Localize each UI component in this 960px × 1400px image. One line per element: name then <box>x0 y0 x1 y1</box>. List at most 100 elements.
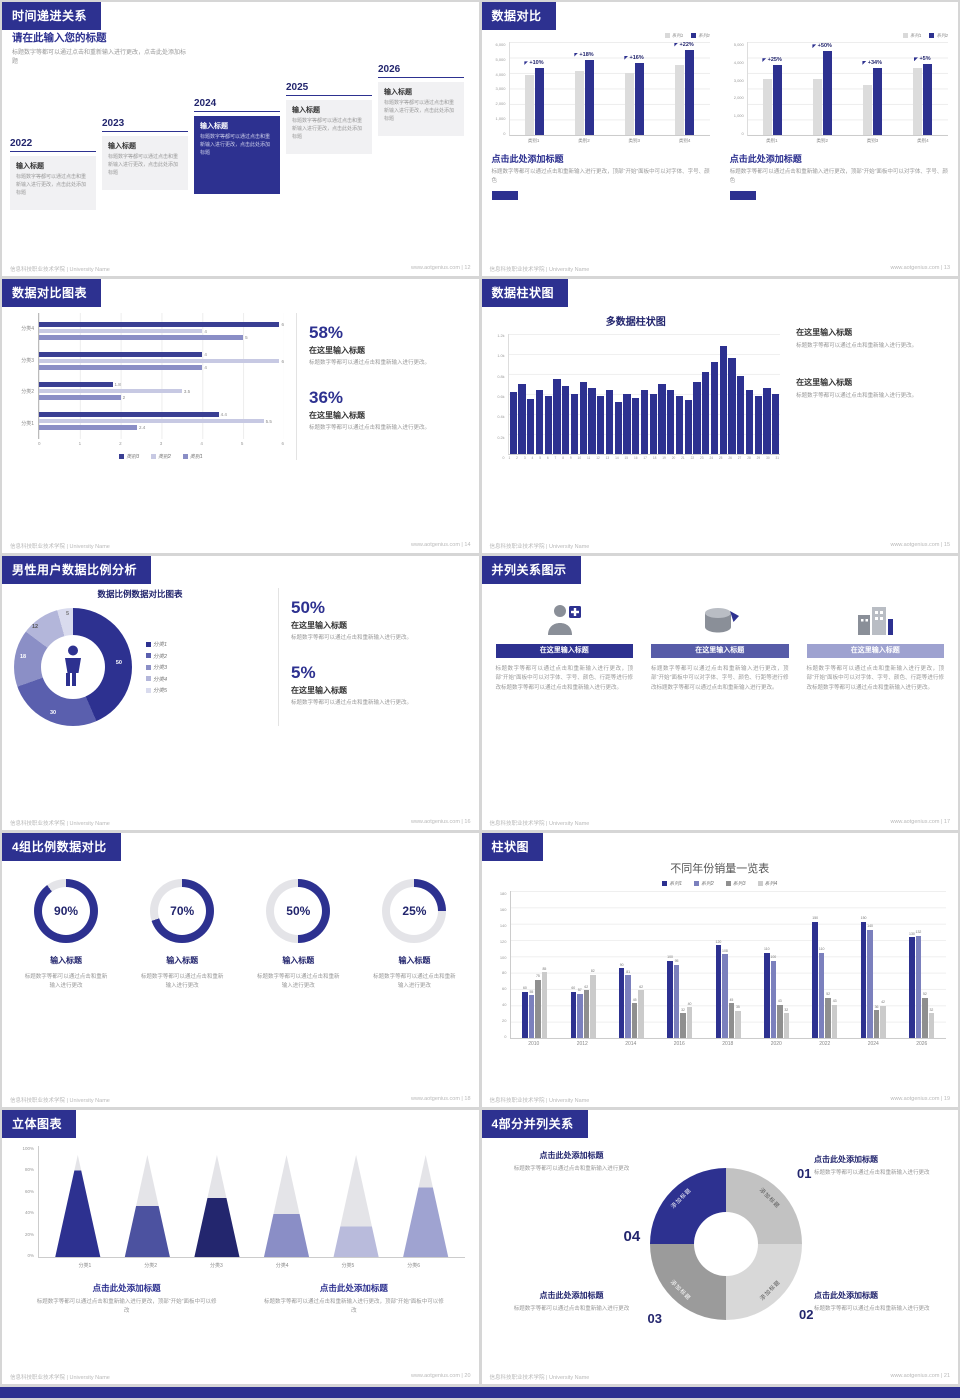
bar <box>39 412 219 417</box>
slide-13-data-compare[interactable]: 数据对比 系列1 系列2 6,000 5,000 4,000 3,000 2,000 1,… <box>481 2 958 276</box>
bar-value: 43 <box>777 999 782 1004</box>
percent-callout: +5% <box>913 56 931 62</box>
footer-org: 信息科技职业技术学院 | University Name <box>489 544 590 550</box>
x-tick: 分类5 <box>341 1263 355 1269</box>
stat-body: 标题数字等都可以通过点击和重新输入进行更改。 <box>309 360 431 366</box>
column-1: 在这里输入标题 标题数字等都可以通过点击和重新输入进行更改，顶部“开始”面板中可… <box>495 598 633 693</box>
year-group: 60 57 62 82 <box>570 891 596 1038</box>
caption-title: 点击此处添加标题 <box>539 1151 604 1160</box>
chart-title: 数据比例数据对比图表 <box>97 589 183 599</box>
tick-label: 9 <box>569 456 572 460</box>
caption-body: 标题数字等都可以通过点击和重新输入进行更改 <box>814 1170 930 1176</box>
tick-label: 2 <box>516 456 518 460</box>
legend-item: 系列2 <box>693 880 714 887</box>
segment-number: 04 <box>623 1228 641 1245</box>
tick-label: 26 <box>728 456 732 460</box>
slide-18-ratio-rings[interactable]: 4组比例数据对比 90% 输入标题 标题数字等都可以通过点击和重新输入进行更改 … <box>2 833 479 1107</box>
x-tick: 类别4 <box>917 138 929 143</box>
bar-value: 60 <box>522 986 527 991</box>
x-axis: 分类1 分类2 分类3 分类4 分类5 分类6 <box>52 1262 447 1269</box>
caption-text: 标题数字等都可以通过点击和重新输入进行更改，顶部“开始”面板中可以对字体、字号、… <box>729 169 948 184</box>
bar-group: +34% <box>848 42 898 135</box>
tick-label: 4 <box>531 456 534 460</box>
timeline-text: 标题数字等都可以通过点击和重新输入进行更改，点击此处添加标题 <box>16 174 87 196</box>
legend-label: 分类4 <box>153 676 168 683</box>
slide-14-hbar-chart[interactable]: 数据对比图表 分类4 分类3 分类2 分类1 6 4 5 <box>2 279 479 553</box>
block-title: 在这里输入标题 <box>796 378 853 388</box>
building-icon <box>858 607 894 635</box>
bar: 57 <box>577 891 583 1038</box>
bar-value: 6 <box>281 358 284 364</box>
bar-value: 150 <box>860 916 867 921</box>
tick-label: 27 <box>737 456 742 460</box>
bar-value: 2.4 <box>139 425 146 430</box>
bar-value: 40 <box>687 1001 692 1006</box>
divider <box>296 313 297 460</box>
caption-block: 点击此处添加标题 标题数字等都可以通过点击和重新输入进行更改 <box>496 1290 648 1314</box>
slide-title: 立体图表 <box>2 1110 77 1138</box>
slide-17-parallel-items[interactable]: 并列关系图示 在这里输入标题 标题数字等都可以通过点击和重新输入进行更改，顶部“… <box>481 556 958 830</box>
year-group: 110 100 43 32 <box>764 891 790 1038</box>
bar-value: 62 <box>639 984 644 989</box>
ring-body: 标题数字等都可以通过点击和重新输入进行更改 <box>373 974 456 990</box>
legend-swatch <box>902 33 908 39</box>
tick-label: 2,000 <box>733 95 744 101</box>
slide-title: 数据对比图表 <box>2 279 102 307</box>
tick-label: 0.6k <box>497 394 505 399</box>
column-body: 标题数字等都可以通过点击和重新输入进行更改，顶部“开始”面板中可以对字体、字号、… <box>651 666 789 691</box>
slide-21-four-part-cycle[interactable]: 4部分并列关系 添加标题 添加标题 添加标题 添加标题 01 02 03 04 … <box>481 1110 958 1384</box>
bar: 100 <box>770 891 776 1038</box>
x-tick: 分类3 <box>209 1263 223 1269</box>
tick-label: 21 <box>681 456 685 460</box>
tick-label: 40 <box>502 1002 507 1008</box>
text-column: 在这里输入标题 标题数字等都可以通过点击和重新输入进行更改。 在这里输入标题 标… <box>796 311 948 460</box>
bar: 68 <box>562 334 570 454</box>
slide-12-timeline[interactable]: 时间递进关系 请在此输入您的标题 标题数字等都可以通过点击和重新输入进行更改，点… <box>2 2 479 276</box>
timeline-year: 2025 <box>286 82 372 96</box>
nurse-icon <box>548 605 582 635</box>
tick-label: 3 <box>523 456 526 460</box>
percent-callout: +18% <box>573 52 594 58</box>
bar: 66 <box>763 334 771 454</box>
category-label: 分类3 <box>21 357 34 364</box>
cone <box>333 1155 379 1257</box>
tick-label: 15 <box>624 456 629 460</box>
bar: 36 <box>873 891 880 1038</box>
tick-label: 0.2k <box>497 435 505 440</box>
tick-label: 30 <box>766 456 770 460</box>
footer-org: 信息科技职业技术学院 | University Name <box>10 821 110 827</box>
slide-20-cone-chart[interactable]: 立体图表 100% 80% 60% 40% 20% 0% 分类1 分类2 分类3 分类4 … <box>2 1110 479 1384</box>
legend-label: 系列1 <box>671 33 684 38</box>
legend-item: 系列2 <box>929 33 948 39</box>
slide-19-grouped-bars[interactable]: 柱状图 不同年份销量一览表 系列1 系列2 系列3 系列4 180 160 140 1… <box>481 833 958 1107</box>
tick-label: 2012 <box>576 1041 588 1047</box>
footer-page: www.aotgenius.com | 18 <box>410 1096 471 1102</box>
bar-value: 62 <box>584 984 589 989</box>
cone <box>403 1155 449 1257</box>
column-3: 在这里输入标题 标题数字等都可以通过点击和重新输入进行更改，顶部“开始”面板中可… <box>806 598 944 693</box>
year-group: 150 140 36 42 <box>861 891 886 1038</box>
slide-title: 4组比例数据对比 <box>2 833 121 861</box>
chart-legend: 系列1 系列2 <box>730 32 948 40</box>
chart-title: 不同年份销量一览表 <box>670 863 770 875</box>
timeline-text: 标题数字等都可以通过点击和重新输入进行更改，点击此处添加标题 <box>108 154 179 176</box>
tick-label: 1.2k <box>497 334 505 338</box>
bar-value: 4.4 <box>220 412 227 417</box>
column-2: 在这里输入标题 标题数字等都可以通过点击和重新输入进行更改，顶部“开始”面板中可… <box>651 598 789 693</box>
legend-item: 系列1 <box>902 33 921 39</box>
tick-label: 13 <box>605 456 610 460</box>
y-axis: 1.2k 1.0k 0.8k 0.6k 0.4k 0.2k 0 <box>492 334 508 460</box>
stat-block: 36% 在这里输入标题 标题数字等都可以通过点击和重新输入进行更改。 <box>309 388 469 433</box>
slide-title: 男性用户数据比例分析 <box>2 556 152 584</box>
slide-16-donut-analysis[interactable]: 男性用户数据比例分析 数据比例数据对比图表 50 30 18 12 5 <box>2 556 479 830</box>
footer-page: www.aotgenius.com | 12 <box>410 265 471 271</box>
bar-value: 150 <box>812 916 819 921</box>
x-tick: 类别3 <box>866 138 879 143</box>
tick-label: 24 <box>709 456 713 460</box>
legend-label: 系列2 <box>700 881 714 887</box>
slide-15-column-chart[interactable]: 数据柱状图 多数据柱状图 1.2k 1.0k 0.8k 0.6k 0.4k 0.2k 0 6… <box>481 279 958 553</box>
stat-title: 在这里输入标题 <box>291 621 347 630</box>
bar: 54 <box>684 334 692 454</box>
tick-label: 14 <box>615 456 619 460</box>
legend-item: 分类1 <box>146 640 167 648</box>
